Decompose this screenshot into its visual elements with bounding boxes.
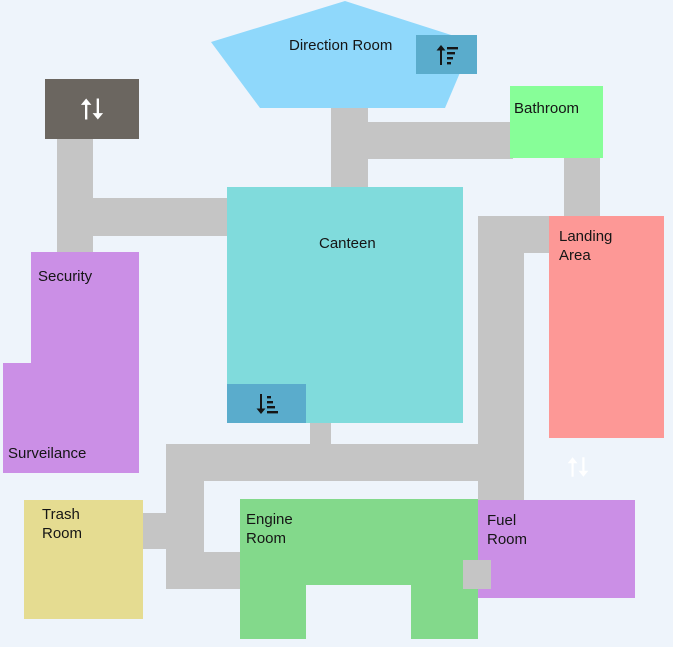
room-fuel[interactable]	[478, 500, 635, 598]
room-landing[interactable]	[549, 216, 664, 438]
room-engine[interactable]	[240, 499, 478, 639]
sort-descending-icon	[256, 393, 278, 414]
up-down-arrows-icon	[567, 457, 589, 477]
room-canteen[interactable]	[227, 187, 463, 423]
sort-descending-button[interactable]	[227, 384, 306, 423]
room-security-surveillance[interactable]	[3, 252, 139, 473]
elevator-button[interactable]	[45, 79, 139, 139]
engine-fuel-connector	[463, 560, 491, 589]
corridor-security-vertical	[57, 136, 93, 258]
corridor-security-canteen	[57, 198, 229, 236]
corridor-bottom-horizontal	[166, 444, 524, 481]
up-down-arrows-icon	[80, 98, 104, 120]
corridors	[57, 108, 600, 589]
corridor-bathroom-landing	[564, 155, 600, 220]
corridor-direction-bathroom	[331, 122, 513, 159]
corridor-right-top	[478, 216, 552, 253]
room-bathroom[interactable]	[510, 86, 603, 158]
corridor-engine-left	[166, 552, 242, 589]
corridor-canteen-down	[310, 420, 331, 450]
sort-ascending-icon	[436, 44, 458, 65]
vent-button[interactable]	[562, 450, 594, 484]
room-direction[interactable]	[211, 1, 473, 108]
room-trash[interactable]	[24, 500, 143, 619]
sort-ascending-button[interactable]	[416, 35, 477, 74]
corridor-trash	[141, 513, 181, 549]
